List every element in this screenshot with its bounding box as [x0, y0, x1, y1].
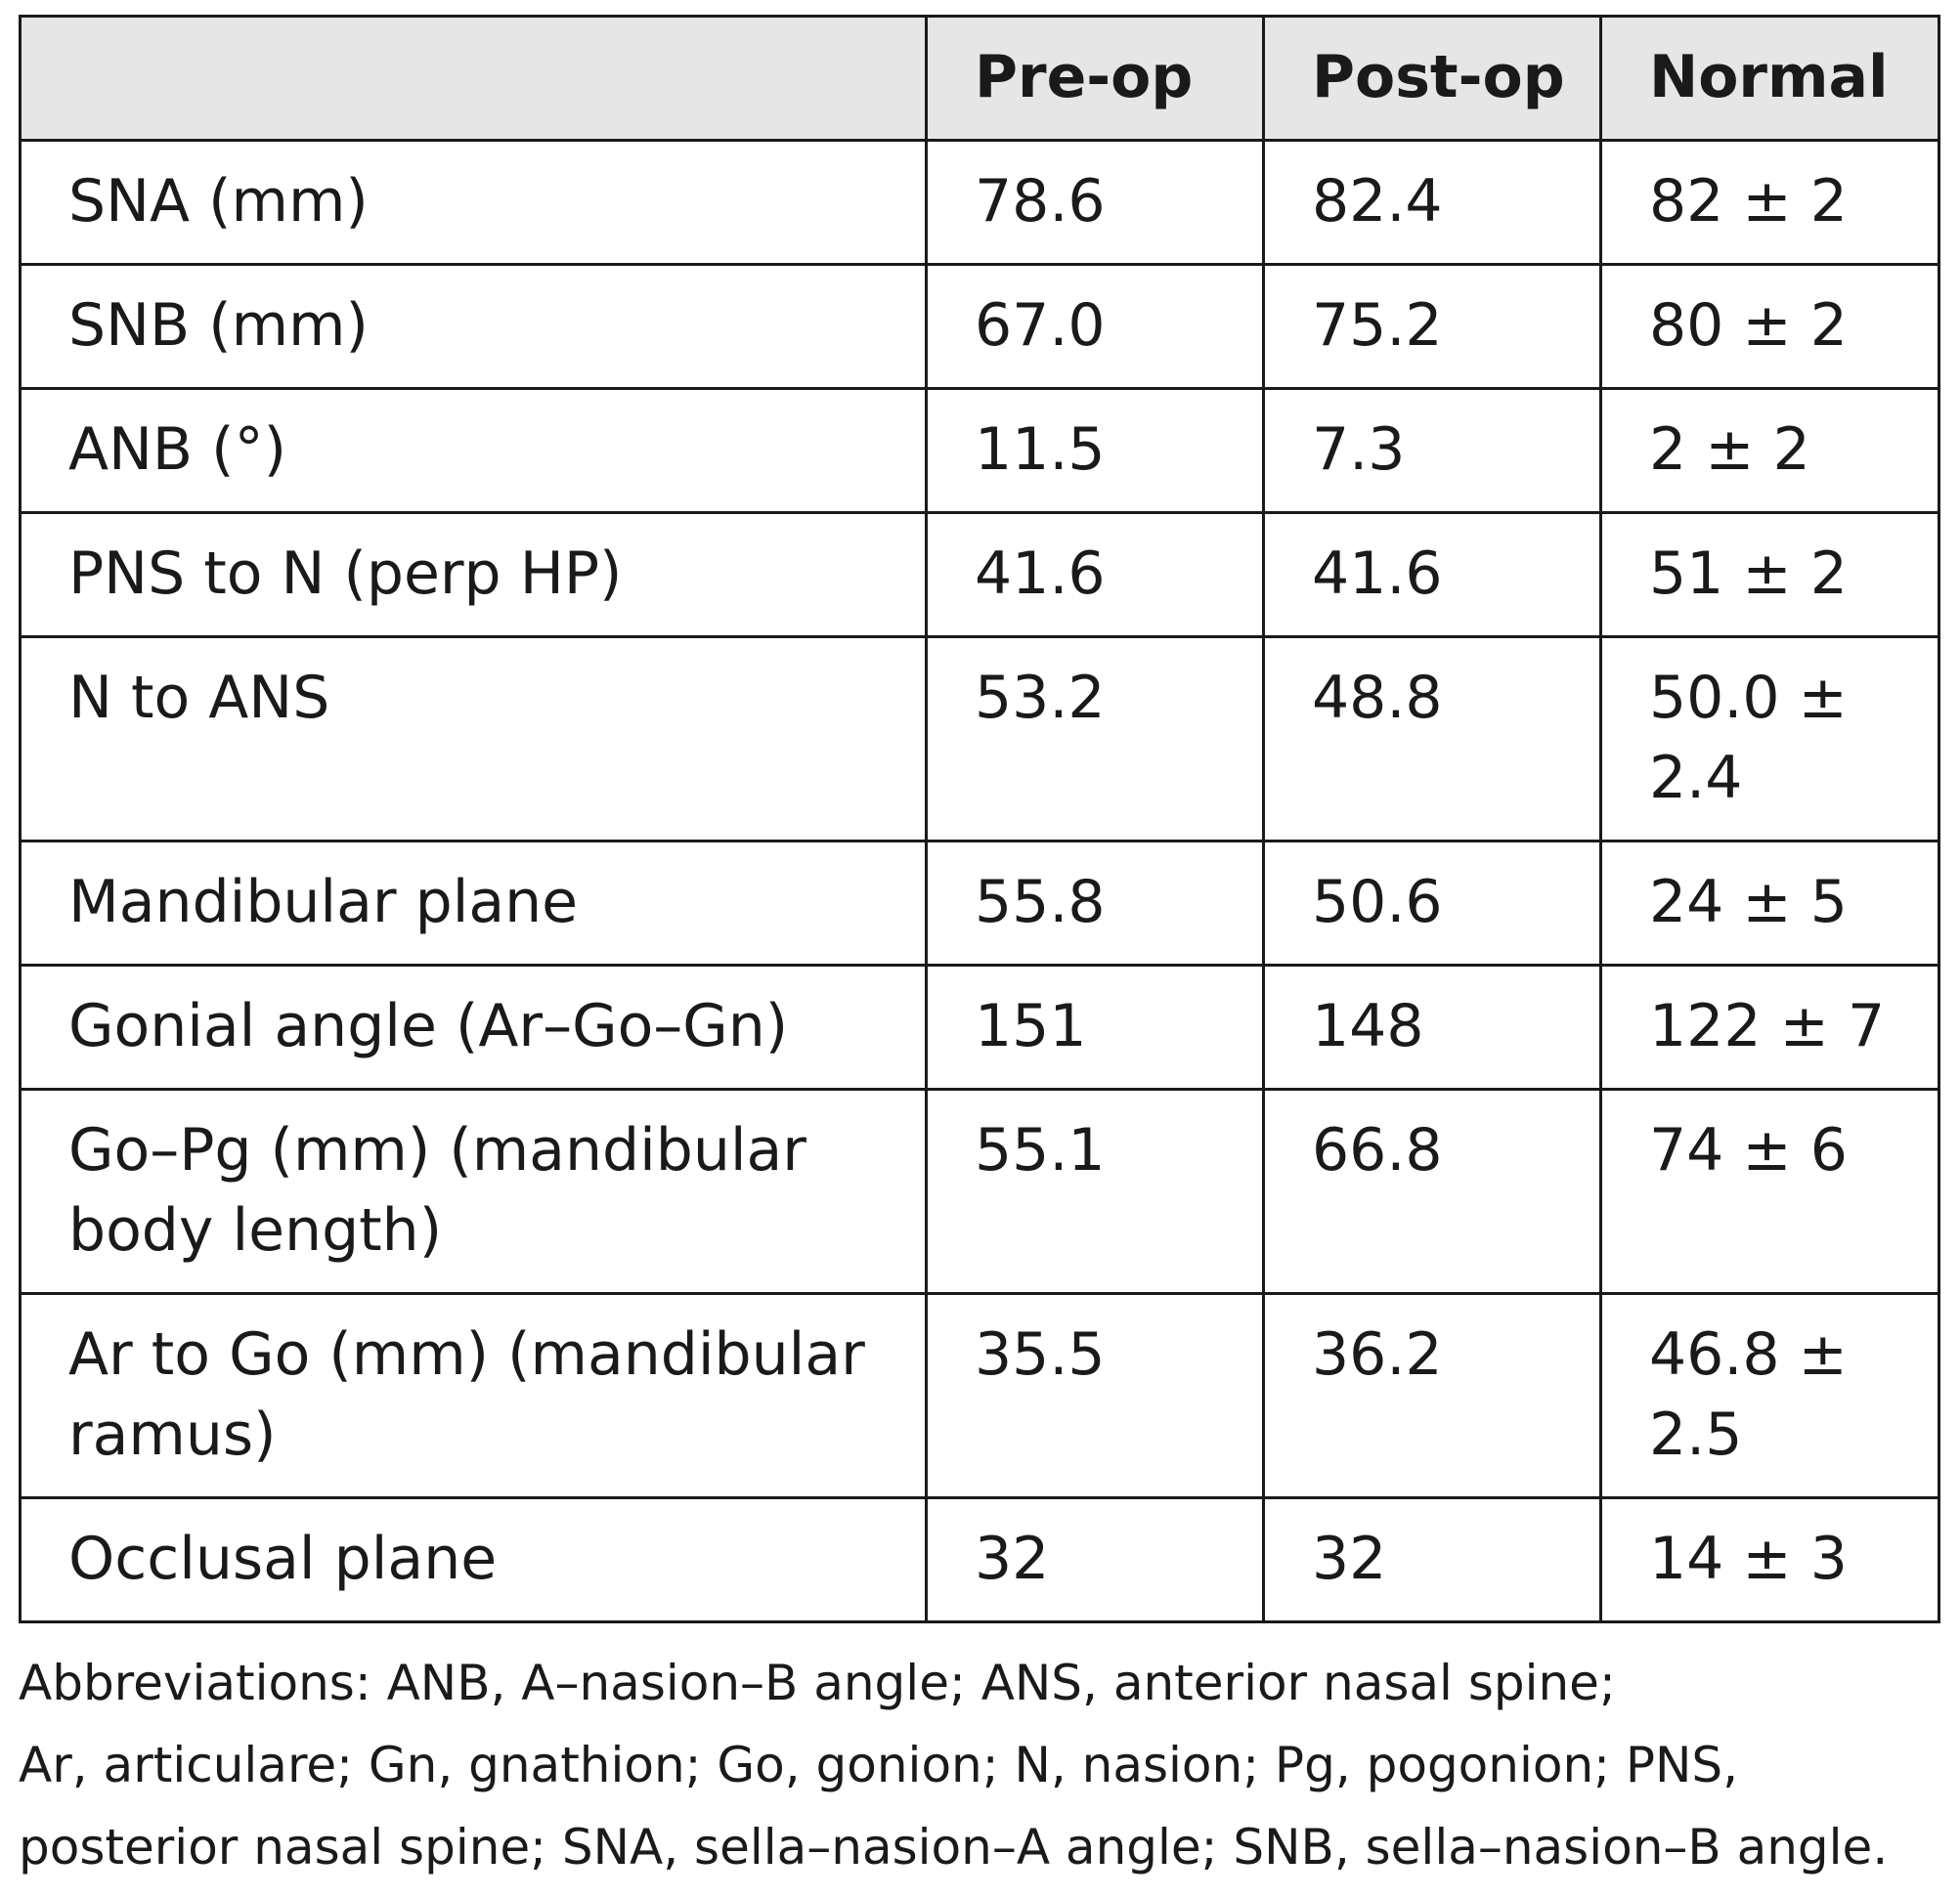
table-row: Mandibular plane 55.8 50.6 24 ± 5	[19, 840, 1940, 967]
table-cell: 41.6	[925, 511, 1265, 638]
table-row: Go–Pg (mm) (mandibular body length) 55.1 6…	[19, 1088, 1940, 1295]
table-cell: 82.4	[1262, 139, 1602, 266]
row-label: Mandibular plane	[19, 840, 928, 967]
table-row: PNS to N (perp HP) 41.6 41.6 51 ± 2	[19, 511, 1940, 638]
table-cell: 2 ± 2	[1599, 387, 1940, 514]
table-row: SNA (mm) 78.6 82.4 82 ± 2	[19, 139, 1940, 266]
row-label: Occlusal plane	[19, 1496, 928, 1623]
table-cell: 11.5	[925, 387, 1265, 514]
table-row: ANB (°) 11.5 7.3 2 ± 2	[19, 387, 1940, 514]
table-cell: 50.0 ± 2.4	[1599, 635, 1940, 842]
header-cell: Normal	[1599, 15, 1940, 142]
row-label: Go–Pg (mm) (mandibular body length)	[19, 1088, 928, 1295]
header-cell	[19, 15, 928, 142]
table-cell: 50.6	[1262, 840, 1602, 967]
table-cell: 32	[925, 1496, 1265, 1623]
table-cell: 32	[1262, 1496, 1602, 1623]
header-row: Pre-op Post-op Normal	[19, 15, 1940, 142]
table-cell: 67.0	[925, 263, 1265, 390]
table-cell: 53.2	[925, 635, 1265, 842]
footnote: Abbreviations: ANB, A–nasion–B angle; AN…	[19, 1642, 1954, 1888]
row-label: ANB (°)	[19, 387, 928, 514]
footnote-line: posterior nasal spine; SNA, sella–nasion…	[19, 1819, 1889, 1876]
table-cell: 7.3	[1262, 387, 1602, 514]
table-cell: 55.1	[925, 1088, 1265, 1295]
header-cell: Post-op	[1262, 15, 1602, 142]
table-cell: 14 ± 3	[1599, 1496, 1940, 1623]
table-row: SNB (mm) 67.0 75.2 80 ± 2	[19, 263, 1940, 390]
footnote-line: Ar, articulare; Gn, gnathion; Go, gonion…	[19, 1737, 1739, 1793]
table-cell: 122 ± 7	[1599, 964, 1940, 1091]
table-cell: 66.8	[1262, 1088, 1602, 1295]
table-cell: 75.2	[1262, 263, 1602, 390]
data-table: Pre-op Post-op Normal SNA (mm) 78.6 82.4 82 ±…	[19, 15, 1940, 1623]
table-cell: 48.8	[1262, 635, 1602, 842]
header-cell: Pre-op	[925, 15, 1265, 142]
table-cell: 35.5	[925, 1292, 1265, 1499]
table-cell: 55.8	[925, 840, 1265, 967]
table-cell: 51 ± 2	[1599, 511, 1940, 638]
table-cell: 46.8 ± 2.5	[1599, 1292, 1940, 1499]
footnote-line: Abbreviations: ANB, A–nasion–B angle; AN…	[19, 1655, 1616, 1711]
row-label: Gonial angle (Ar–Go–Gn)	[19, 964, 928, 1091]
table-cell: 36.2	[1262, 1292, 1602, 1499]
table-cell: 148	[1262, 964, 1602, 1091]
table-row: Ar to Go (mm) (mandibular ramus) 35.5 36.2…	[19, 1292, 1940, 1499]
table-cell: 151	[925, 964, 1265, 1091]
table-cell: 24 ± 5	[1599, 840, 1940, 967]
table-row: Gonial angle (Ar–Go–Gn) 151 148 122 ± 7	[19, 964, 1940, 1091]
table-cell: 74 ± 6	[1599, 1088, 1940, 1295]
table-cell: 41.6	[1262, 511, 1602, 638]
table-row: Occlusal plane 32 32 14 ± 3	[19, 1496, 1940, 1623]
row-label: Ar to Go (mm) (mandibular ramus)	[19, 1292, 928, 1499]
row-label: PNS to N (perp HP)	[19, 511, 928, 638]
table-cell: 82 ± 2	[1599, 139, 1940, 266]
row-label: N to ANS	[19, 635, 928, 842]
table-row: N to ANS 53.2 48.8 50.0 ± 2.4	[19, 635, 1940, 842]
table-cell: 80 ± 2	[1599, 263, 1940, 390]
row-label: SNB (mm)	[19, 263, 928, 390]
row-label: SNA (mm)	[19, 139, 928, 266]
table-cell: 78.6	[925, 139, 1265, 266]
